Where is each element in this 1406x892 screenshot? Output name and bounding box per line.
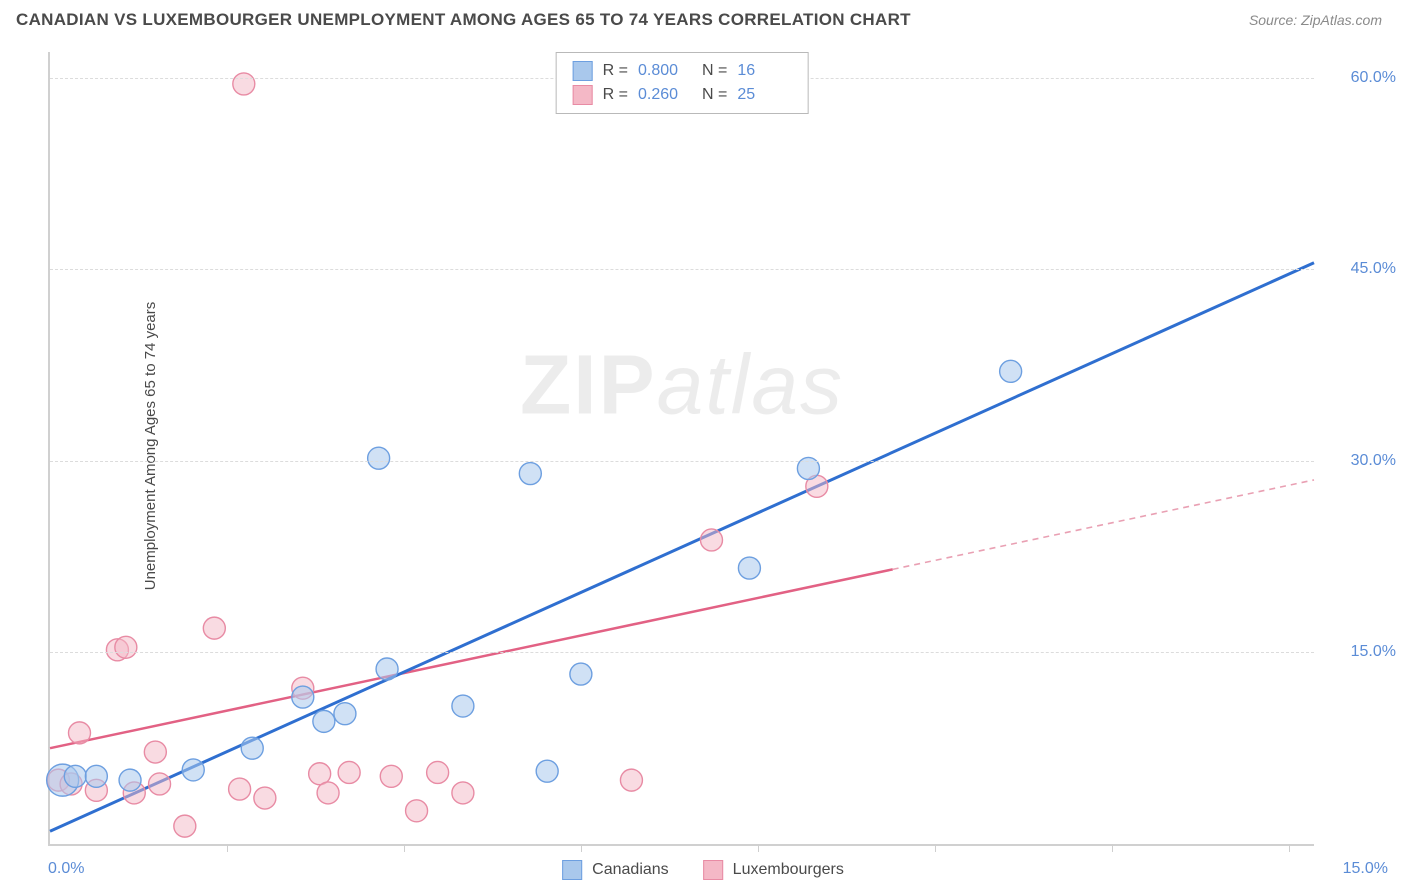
y-tick-label: 15.0% xyxy=(1324,643,1396,661)
stats-row-canadians: R = 0.800 N = 16 xyxy=(573,59,792,83)
stats-row-luxembourgers: R = 0.260 N = 25 xyxy=(573,83,792,107)
source-name: ZipAtlas.com xyxy=(1301,12,1382,28)
legend-label-luxembourgers: Luxembourgers xyxy=(733,861,844,879)
chart-title: CANADIAN VS LUXEMBOURGER UNEMPLOYMENT AM… xyxy=(16,10,911,30)
legend-swatch-canadians xyxy=(562,860,582,880)
bottom-legend: Canadians Luxembourgers xyxy=(562,860,844,880)
n-value-canadians: 16 xyxy=(737,62,791,80)
source-prefix: Source: xyxy=(1249,12,1301,28)
x-axis-start-label: 0.0% xyxy=(48,860,84,878)
x-axis-end-label: 15.0% xyxy=(1343,860,1388,878)
source-attribution: Source: ZipAtlas.com xyxy=(1249,12,1382,28)
n-label: N = xyxy=(702,86,727,104)
legend-swatch-luxembourgers xyxy=(703,860,723,880)
r-label: R = xyxy=(603,62,628,80)
legend-item-luxembourgers: Luxembourgers xyxy=(703,860,844,880)
swatch-luxembourgers xyxy=(573,85,593,105)
chart-header: CANADIAN VS LUXEMBOURGER UNEMPLOYMENT AM… xyxy=(0,0,1406,38)
scatter-svg xyxy=(50,52,1314,844)
r-value-canadians: 0.800 xyxy=(638,62,692,80)
plot-area: ZIPatlas R = 0.800 N = 16 R = 0.260 N = … xyxy=(48,52,1314,846)
r-label: R = xyxy=(603,86,628,104)
n-label: N = xyxy=(702,62,727,80)
swatch-canadians xyxy=(573,61,593,81)
legend-item-canadians: Canadians xyxy=(562,860,669,880)
legend-label-canadians: Canadians xyxy=(592,861,669,879)
y-tick-label: 60.0% xyxy=(1324,69,1396,87)
n-value-luxembourgers: 25 xyxy=(737,86,791,104)
stats-legend-box: R = 0.800 N = 16 R = 0.260 N = 25 xyxy=(556,52,809,114)
r-value-luxembourgers: 0.260 xyxy=(638,86,692,104)
y-tick-label: 45.0% xyxy=(1324,260,1396,278)
y-tick-label: 30.0% xyxy=(1324,452,1396,470)
